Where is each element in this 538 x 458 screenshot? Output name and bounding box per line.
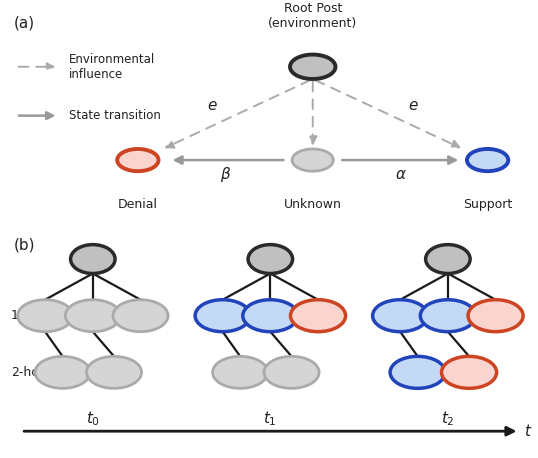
Text: 1-hop: 1-hop (11, 309, 46, 322)
Ellipse shape (292, 149, 334, 171)
Text: e: e (207, 98, 217, 113)
Text: Denial: Denial (118, 198, 158, 211)
Text: α: α (395, 167, 405, 182)
Ellipse shape (35, 356, 90, 388)
Text: (b): (b) (13, 238, 35, 253)
Ellipse shape (468, 300, 523, 332)
Text: (a): (a) (13, 16, 34, 31)
Text: $t_1$: $t_1$ (264, 409, 277, 428)
Ellipse shape (70, 245, 115, 273)
Text: $t_0$: $t_0$ (86, 409, 100, 428)
Ellipse shape (18, 300, 73, 332)
Text: Root Post
(environment): Root Post (environment) (268, 2, 357, 30)
Ellipse shape (373, 300, 428, 332)
Ellipse shape (113, 300, 168, 332)
Ellipse shape (467, 149, 508, 171)
Text: 2-hop: 2-hop (11, 366, 46, 379)
Ellipse shape (290, 55, 336, 79)
Ellipse shape (390, 356, 445, 388)
Ellipse shape (426, 245, 470, 273)
Ellipse shape (195, 300, 250, 332)
Ellipse shape (243, 300, 298, 332)
Ellipse shape (213, 356, 268, 388)
Text: Support: Support (463, 198, 512, 211)
Text: e: e (409, 98, 418, 113)
Text: State transition: State transition (69, 109, 161, 122)
Ellipse shape (442, 356, 497, 388)
Ellipse shape (264, 356, 319, 388)
Text: Environmental
influence: Environmental influence (69, 53, 155, 81)
Ellipse shape (117, 149, 159, 171)
Text: $t$: $t$ (524, 423, 533, 439)
Ellipse shape (248, 245, 293, 273)
Text: β: β (221, 167, 230, 182)
Ellipse shape (65, 300, 121, 332)
Ellipse shape (87, 356, 141, 388)
Text: $t_2$: $t_2$ (441, 409, 455, 428)
Ellipse shape (420, 300, 476, 332)
Ellipse shape (291, 300, 345, 332)
Text: Unknown: Unknown (284, 198, 342, 211)
